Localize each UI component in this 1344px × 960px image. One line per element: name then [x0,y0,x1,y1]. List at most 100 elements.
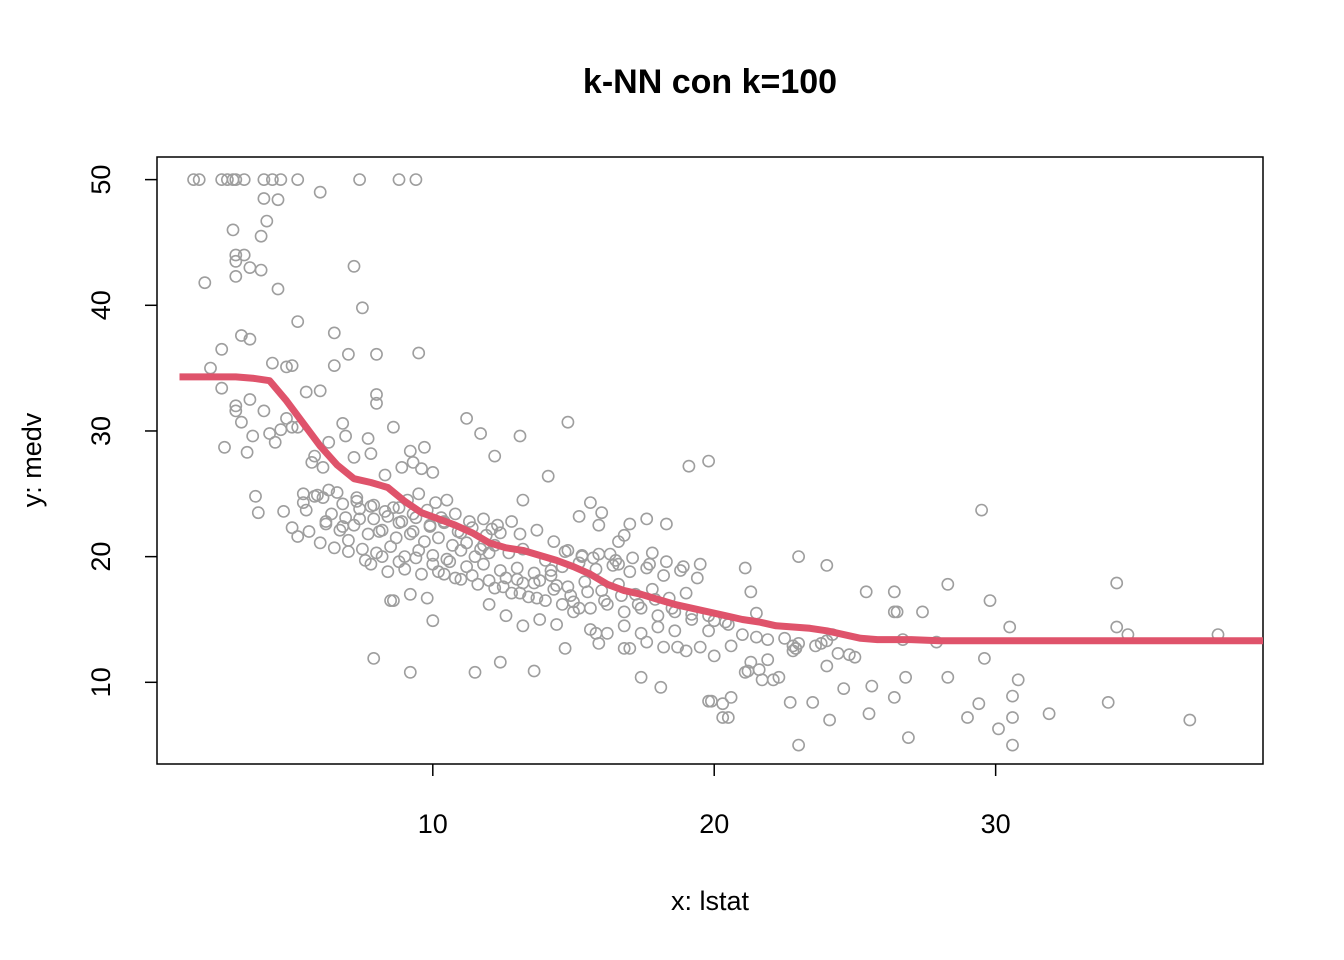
data-point [426,614,440,628]
data-point [375,550,389,563]
data-point [792,738,805,752]
data-point [319,515,333,528]
knn-fit-line [179,373,1263,645]
data-point [516,493,530,507]
data-point [716,711,730,724]
data-point [403,587,417,601]
data-point [440,552,454,566]
data-point [640,512,654,526]
data-point [983,594,997,607]
data-point [831,647,845,660]
data-point [412,346,426,360]
y-axis-label: y: medv [17,412,47,507]
data-point [246,429,260,443]
data-point [533,613,547,626]
data-point [392,173,406,186]
data-point [330,486,344,499]
data-point [322,483,336,497]
data-point [792,550,805,563]
x-axis: 10 20 30 [418,764,1011,839]
data-point [513,527,527,541]
data-point [527,664,541,678]
data-point [355,301,369,315]
data-point [586,551,600,565]
data-point [823,713,836,727]
data-point [488,449,502,463]
data-point [229,399,243,413]
data-point [789,642,803,655]
data-point [285,359,299,372]
data-point [367,652,381,665]
data-point [592,637,606,650]
data-point [431,565,445,579]
data-point [437,567,451,581]
data-point [460,536,473,550]
data-point [237,173,251,186]
data-point [409,173,423,186]
data-point [417,440,431,454]
data-point [544,569,558,582]
y-tick-label: 20 [86,542,116,572]
data-point [679,586,693,600]
data-point [640,635,654,649]
data-point [431,531,445,545]
data-point [679,644,693,658]
data-point [454,544,468,557]
data-point [1006,738,1019,752]
data-point [355,542,369,556]
data-point [505,586,518,600]
data-point [234,415,248,429]
data-point [750,606,763,620]
data-point [584,496,597,509]
data-point [471,577,485,591]
data-point [280,360,293,374]
data-point [660,555,673,569]
data-point [316,460,330,474]
data-point [736,628,749,641]
data-point [1011,673,1025,687]
data-point [510,572,524,586]
data-point [1110,620,1124,634]
data-point [271,193,285,207]
data-point [657,640,670,654]
data-point [702,454,715,468]
data-point [783,696,797,709]
data-point [482,574,496,587]
data-point [1006,711,1019,724]
data-point [370,347,383,361]
data-point [890,605,904,619]
data-point [654,680,668,694]
data-point [384,540,397,553]
data-point [274,423,288,437]
data-point [440,493,454,507]
data-point [724,691,738,704]
data-point [415,567,428,581]
data-point [403,665,417,679]
data-point [916,605,929,619]
data-point [561,580,575,594]
data-point [243,332,257,346]
data-point [978,652,991,665]
data-point [319,517,333,531]
data-point [341,347,355,361]
data-point [516,619,530,633]
data-point [612,557,625,571]
data-point [862,707,876,721]
data-point [612,535,625,548]
data-point [229,269,243,283]
data-point [702,624,715,638]
data-point [257,173,271,186]
data-point [682,459,696,473]
data-point [626,551,639,565]
data-point [513,586,527,600]
data-point [395,515,409,528]
data-point [313,384,327,398]
data-point [533,574,547,587]
data-point [721,711,735,724]
data-point [750,630,763,644]
data-point [902,731,915,744]
data-point [584,601,597,615]
data-point [1183,713,1197,727]
data-point [1006,689,1019,703]
